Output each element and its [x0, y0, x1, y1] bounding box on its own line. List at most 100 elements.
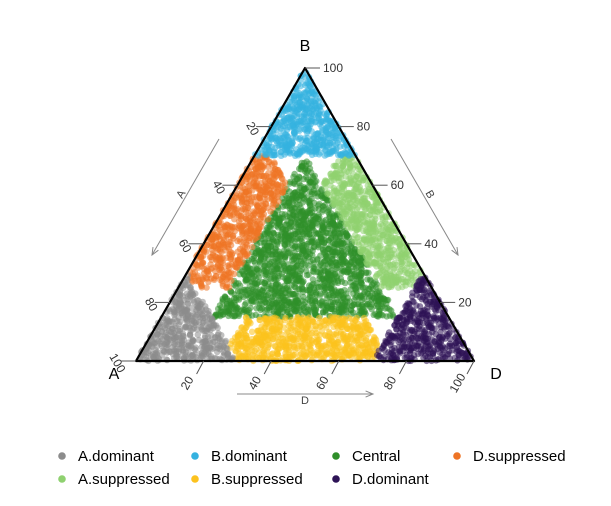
data-point — [353, 354, 360, 361]
data-point — [449, 347, 456, 354]
data-point — [366, 224, 374, 232]
data-point — [362, 247, 370, 254]
data-point — [384, 263, 391, 270]
data-point — [386, 240, 393, 247]
data-point — [347, 225, 355, 232]
data-point — [264, 196, 271, 203]
data-point — [305, 248, 312, 255]
data-point — [388, 272, 395, 280]
data-point — [262, 268, 270, 275]
data-point — [374, 270, 381, 278]
data-point — [231, 301, 239, 308]
data-point — [284, 277, 292, 285]
data-point — [242, 188, 250, 196]
data-point — [253, 265, 260, 272]
data-point — [377, 260, 384, 267]
data-point — [318, 347, 325, 354]
data-point — [304, 176, 311, 183]
data-point — [218, 255, 225, 262]
data-point — [303, 323, 311, 330]
data-point — [369, 229, 376, 236]
data-point — [253, 230, 261, 237]
data-point — [247, 265, 254, 272]
data-point — [289, 257, 296, 264]
legend-label: A.dominant — [78, 448, 155, 465]
data-point — [250, 338, 257, 346]
data-point — [323, 302, 331, 310]
data-point — [252, 288, 259, 295]
data-point — [314, 193, 321, 200]
data-point — [308, 188, 316, 196]
data-point — [364, 190, 371, 198]
data-point — [275, 198, 282, 205]
data-point — [355, 259, 363, 266]
data-point — [194, 304, 202, 311]
data-point — [398, 255, 405, 263]
data-point — [404, 278, 411, 286]
legend-marker — [453, 452, 461, 460]
axis-arrow-a-head — [151, 247, 159, 257]
data-point — [270, 323, 277, 330]
axis-title-b: B — [423, 188, 437, 200]
data-point — [359, 213, 366, 221]
data-point — [297, 330, 304, 337]
data-point — [367, 349, 374, 356]
data-point — [346, 164, 353, 171]
data-point — [341, 335, 348, 343]
data-point — [324, 225, 332, 232]
data-point — [332, 170, 339, 177]
data-point — [330, 221, 338, 229]
data-point — [279, 287, 286, 294]
data-point — [426, 346, 434, 353]
data-point — [403, 315, 410, 322]
data-point — [189, 352, 196, 359]
data-point — [302, 299, 309, 306]
data-point — [300, 304, 308, 312]
data-point — [361, 349, 368, 357]
data-point — [316, 292, 324, 299]
data-point — [327, 260, 334, 267]
data-point — [202, 274, 210, 281]
data-point — [421, 328, 428, 336]
vertex-label-d: D — [490, 366, 502, 383]
data-point — [165, 328, 173, 335]
data-point — [286, 209, 294, 216]
data-point — [293, 213, 300, 220]
data-point — [285, 272, 293, 279]
data-point — [231, 209, 238, 216]
data-point — [349, 268, 356, 275]
data-point — [427, 319, 435, 327]
data-point — [355, 320, 362, 328]
data-point — [299, 163, 306, 170]
data-point — [153, 353, 160, 360]
axis-arrow-b-head — [451, 247, 459, 257]
data-point — [353, 334, 361, 341]
data-point — [194, 278, 202, 285]
data-point — [344, 207, 351, 215]
data-point — [364, 301, 371, 308]
data-point — [291, 341, 298, 348]
data-point — [337, 258, 344, 266]
data-point — [355, 326, 362, 333]
data-point — [253, 207, 260, 215]
data-point — [253, 220, 260, 228]
data-point — [312, 326, 319, 333]
data-point — [371, 205, 378, 212]
data-point — [401, 250, 409, 257]
data-point — [236, 223, 244, 230]
data-point — [333, 347, 340, 354]
data-point — [202, 306, 210, 313]
data-point — [356, 176, 364, 183]
data-point — [280, 133, 288, 141]
data-point — [366, 211, 374, 219]
data-point — [198, 284, 205, 291]
data-point — [263, 347, 270, 354]
data-point — [291, 107, 298, 115]
data-point — [233, 344, 240, 352]
data-point — [357, 265, 365, 272]
data-point — [171, 324, 178, 331]
data-point — [347, 279, 354, 286]
data-point — [212, 268, 219, 275]
data-point — [292, 307, 299, 315]
data-point — [313, 256, 321, 264]
